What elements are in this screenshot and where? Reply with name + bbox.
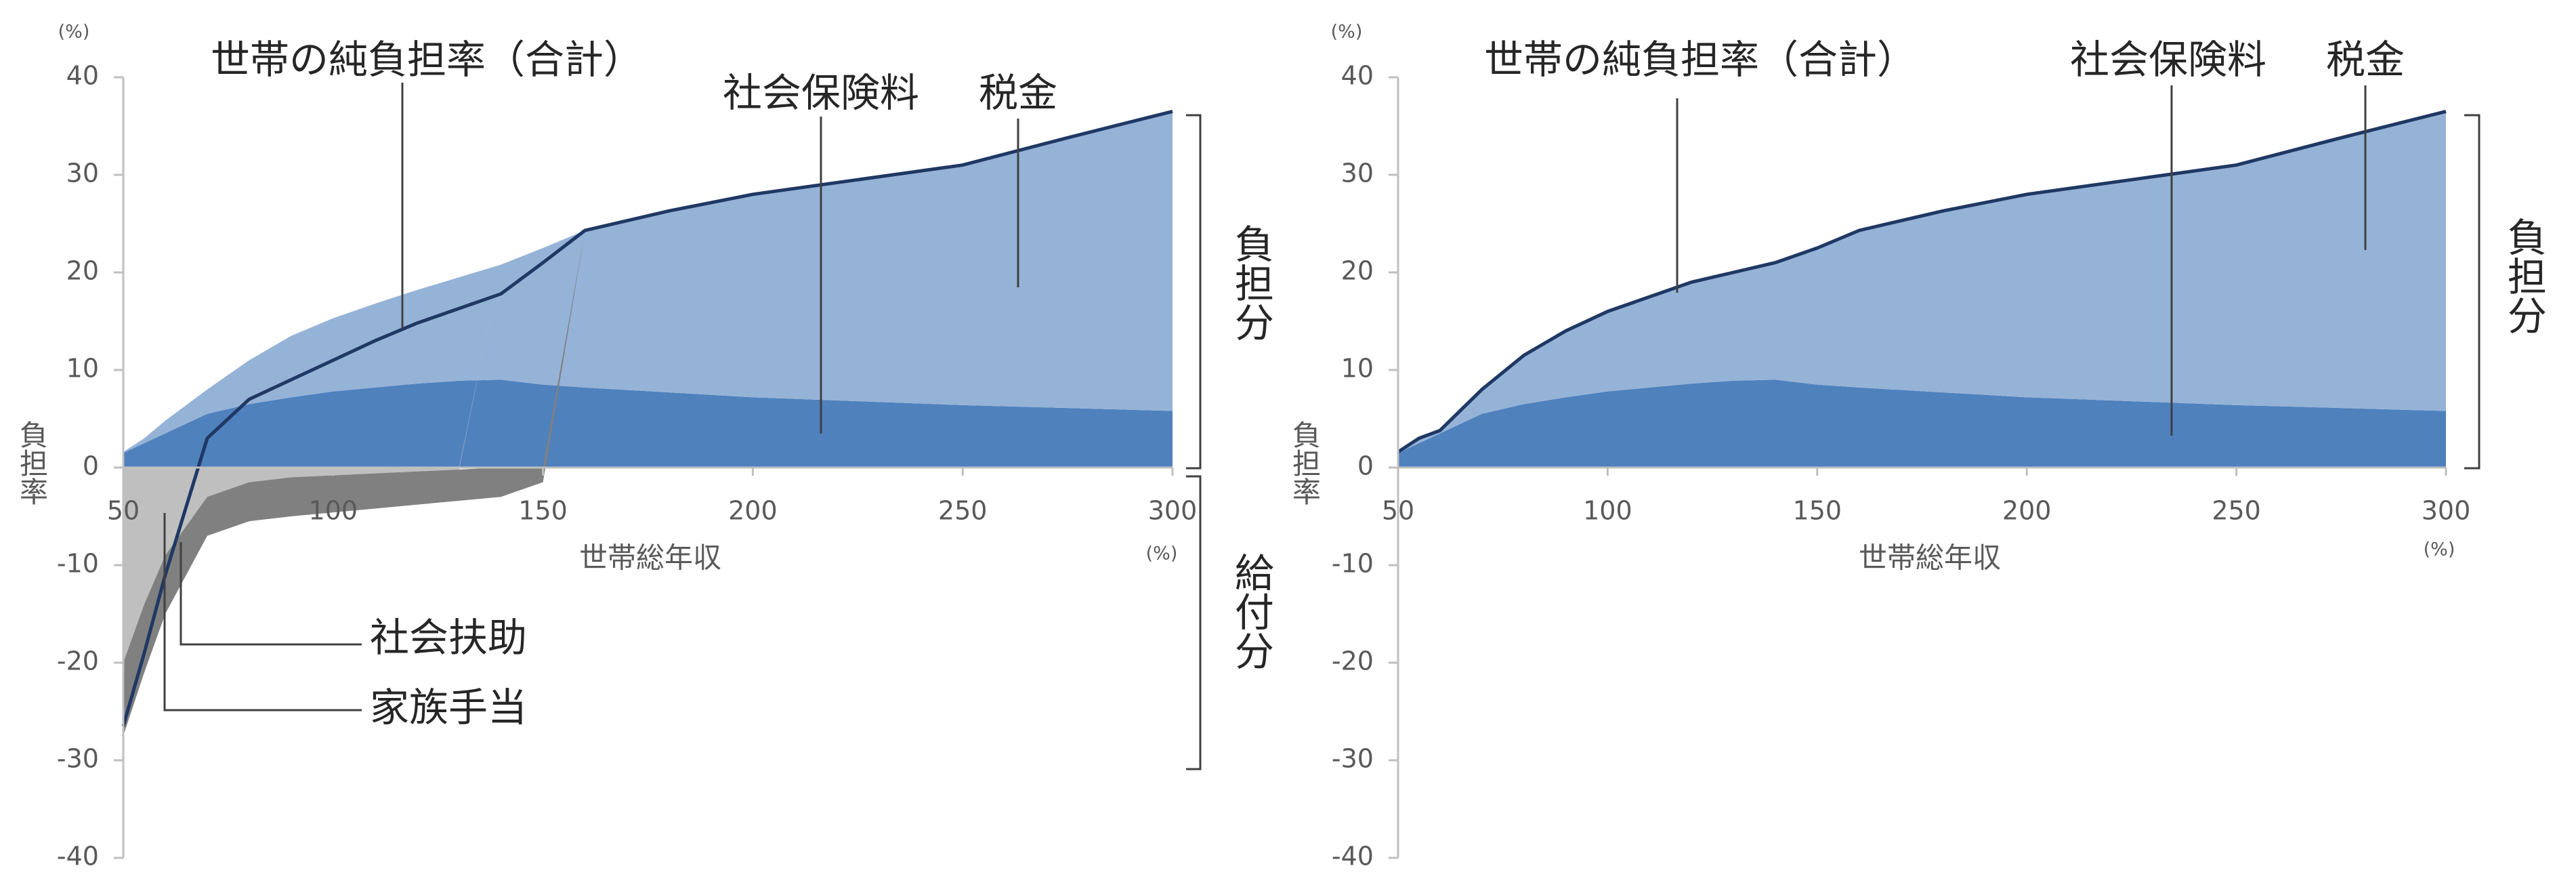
annotation: 社会保険料: [2070, 37, 2266, 83]
annotation: 税金: [2326, 37, 2405, 83]
y-axis-label: 負担率: [1288, 420, 1322, 506]
y-tick-label: 30: [1341, 159, 1374, 188]
x-unit: (%): [1146, 543, 1178, 564]
x-tick-label: 150: [518, 496, 568, 526]
annotation: 社会扶助: [370, 615, 527, 661]
bracket: [1186, 114, 1202, 470]
annotation: 世帯の純負担率（合計）: [211, 37, 643, 83]
y-tick-label: -40: [1332, 842, 1374, 871]
x-axis-label: 世帯総年収: [579, 541, 721, 575]
y-tick-label: 0: [1357, 451, 1374, 481]
net-line: [121, 109, 1173, 727]
y-tick-label: 0: [83, 451, 99, 481]
x-tick-label: 100: [1583, 496, 1632, 526]
y-tick-label: 40: [1341, 61, 1374, 91]
bracket: [1186, 475, 1202, 770]
y-tick-label: 40: [66, 61, 99, 91]
x-tick-label: 100: [309, 496, 358, 526]
y-axis-label: 負担率: [16, 420, 49, 506]
chart-right: -40 -30 -20 -10 0 10 20 30 40 50 100 150 200 250 300: [1332, 61, 2470, 871]
bracket-label: 負担分: [2501, 217, 2547, 335]
net-line: [1397, 109, 2447, 454]
area: [123, 379, 1173, 468]
y-tick-label: -20: [57, 646, 99, 676]
y-unit: (%): [58, 22, 90, 43]
x-tick-label: 300: [2422, 496, 2471, 526]
y-tick-label: -10: [57, 549, 99, 579]
x-tick-label: 200: [2002, 496, 2052, 526]
annotation: 社会保険料: [723, 70, 919, 116]
bracket-label: 負担分: [1228, 224, 1274, 342]
y-tick-label: 10: [1341, 354, 1374, 384]
x-tick-label: 300: [1148, 496, 1198, 526]
y-tick-label: -30: [57, 744, 99, 774]
x-tick-label: 150: [1793, 496, 1842, 526]
area: [1398, 111, 2446, 453]
y-tick-label: 10: [66, 354, 99, 384]
y-tick-label: 20: [1341, 256, 1374, 286]
x-tick-label: 250: [938, 496, 988, 526]
y-unit: (%): [1331, 22, 1363, 43]
leader-line: [180, 542, 362, 646]
x-axis-label: 世帯総年収: [1859, 541, 2001, 575]
x-tick-label: 50: [1382, 496, 1414, 526]
x-tick-label: 250: [2212, 496, 2261, 526]
chart-left: -40 -30 -20 -10 0 10 20 30 40 50 100 150 200 250 300: [57, 61, 1197, 871]
bracket: [2464, 114, 2480, 470]
leader-line: [163, 513, 362, 711]
y-tick-label: -20: [1332, 646, 1374, 676]
bracket-label: 給付分: [1228, 552, 1274, 670]
annotation: 家族手当: [370, 684, 527, 730]
annotations: (%) 負担率 世帯総年収 (%) 世帯の純負担率（合計） 社会保険料 税金 社…: [16, 22, 2547, 770]
y-tick-label: 20: [66, 256, 99, 286]
x-unit: (%): [2424, 539, 2455, 560]
area: [1398, 379, 2446, 468]
y-tick-label: -40: [57, 842, 99, 871]
annotation: 税金: [979, 70, 1057, 116]
y-tick-label: -10: [1332, 549, 1374, 579]
x-tick-label: 50: [107, 496, 140, 526]
y-tick-label: -30: [1332, 744, 1374, 774]
area: [123, 111, 1173, 453]
y-tick-label: 30: [66, 159, 99, 188]
x-tick-label: 200: [728, 496, 778, 526]
annotation: 世帯の純負担率（合計）: [1484, 37, 1916, 83]
